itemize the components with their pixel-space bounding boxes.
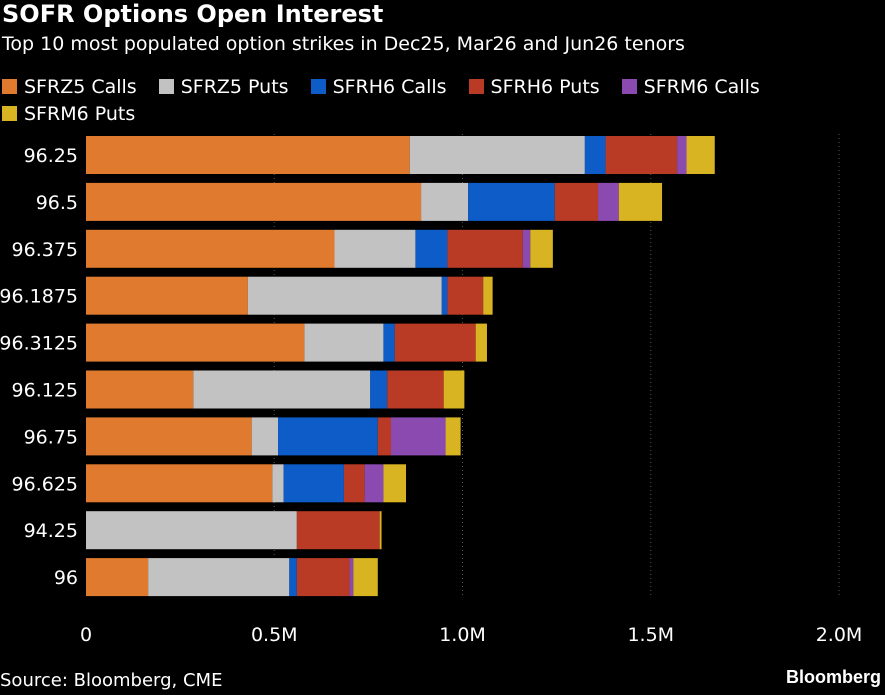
category-label: 96.375 (12, 239, 78, 261)
bar-segment (86, 511, 297, 550)
category-label: 96.625 (12, 473, 78, 495)
bar-segment (148, 558, 290, 597)
legend-item: SFRH6 Puts (468, 73, 600, 100)
x-tick-label: 0.5M (251, 624, 298, 646)
legend-item: SFRZ5 Puts (158, 73, 289, 100)
bar-segment (283, 464, 344, 503)
bar-segment (554, 182, 599, 221)
bar-segment (86, 229, 335, 268)
category-label: 96.25 (24, 145, 78, 167)
bar-segment (353, 558, 378, 597)
bar-segment (86, 182, 422, 221)
legend-label: SFRH6 Calls (332, 75, 447, 98)
bar-segment (304, 323, 384, 362)
legend-swatch (2, 106, 17, 121)
bar-segment (383, 464, 407, 503)
bar-segment (364, 464, 384, 503)
bar-segment (251, 417, 279, 456)
bar-segment (296, 558, 350, 597)
bar-segment (468, 182, 555, 221)
bar-segment (475, 323, 487, 362)
bar-segment (522, 229, 531, 268)
legend-swatch (468, 79, 484, 94)
legend-item: SFRM6 Calls (621, 73, 760, 100)
legend-label: SFRZ5 Calls (24, 75, 137, 98)
bar-segment (193, 370, 371, 409)
bar-segment (443, 370, 465, 409)
category-label: 96.1875 (0, 286, 78, 308)
legend-item: SFRH6 Calls (310, 73, 447, 100)
bar-segment (409, 136, 585, 174)
chart-title: SOFR Options Open Interest (2, 0, 384, 28)
legend-label: SFRH6 Puts (490, 75, 600, 98)
legend-label: SFRM6 Calls (643, 75, 760, 98)
bar-segment (349, 558, 354, 597)
source-note: Source: Bloomberg, CME (0, 670, 223, 691)
bar-segment (415, 229, 448, 268)
bloomberg-logo: Bloomberg (785, 667, 881, 687)
legend-swatch (310, 79, 326, 94)
bar-segment (618, 182, 663, 221)
bar-segment (530, 229, 553, 268)
bar-segment (394, 323, 476, 362)
legend-swatch (2, 79, 17, 94)
x-tick-label: 2.0M (816, 624, 863, 646)
legend-swatch (621, 79, 637, 94)
bar-segment (289, 558, 297, 597)
bar-segment (278, 417, 378, 456)
legend-item: SFRZ5 Calls (2, 73, 137, 100)
bar-segment (86, 417, 252, 456)
bar-segment (296, 511, 380, 550)
bar-segment (86, 323, 305, 362)
category-label: 96.125 (12, 380, 78, 402)
bar-segment (390, 417, 446, 456)
bar-segment (441, 276, 448, 315)
legend-label: SFRM6 Puts (24, 102, 136, 125)
bar-segment (247, 276, 442, 315)
bar-segment (584, 136, 606, 174)
bar-segment (677, 136, 687, 174)
category-label: 94.25 (24, 520, 78, 542)
bar-segment (447, 276, 484, 315)
category-label: 96.75 (24, 426, 78, 448)
legend-swatch (158, 79, 174, 94)
bar-segment (86, 276, 248, 315)
category-label: 96.3125 (0, 333, 78, 355)
bar-segment (86, 136, 410, 174)
category-label: 96.5 (36, 192, 78, 214)
bar-segment (447, 229, 523, 268)
bar-segment (605, 136, 678, 174)
bar-segment (483, 276, 493, 315)
bar-segment (86, 370, 194, 409)
bar-segment (421, 182, 469, 221)
bar-segment (334, 229, 416, 268)
x-tick-label: 0 (80, 624, 92, 646)
chart-subtitle: Top 10 most populated option strikes in … (2, 33, 685, 55)
chart-legend: SFRZ5 Calls SFRZ5 Puts SFRH6 Calls SFRH6 Pu… (2, 73, 822, 127)
bar-segment (387, 370, 444, 409)
bar-segment (377, 417, 391, 456)
bar-segment (598, 182, 619, 221)
bar-segment (343, 464, 365, 503)
bar-segment (445, 417, 461, 456)
bar-segment (86, 464, 273, 503)
bar-segment (379, 511, 382, 550)
legend-item: SFRM6 Puts (2, 100, 135, 127)
bar-segment (272, 464, 284, 503)
bar-segment (383, 323, 395, 362)
bar-segment (370, 370, 388, 409)
bar-segment (686, 136, 715, 174)
x-tick-label: 1.5M (627, 624, 674, 646)
category-label: 96 (54, 567, 78, 589)
bar-segment (86, 558, 149, 597)
legend-label: SFRZ5 Puts (180, 75, 289, 98)
x-tick-label: 1.0M (439, 624, 486, 646)
